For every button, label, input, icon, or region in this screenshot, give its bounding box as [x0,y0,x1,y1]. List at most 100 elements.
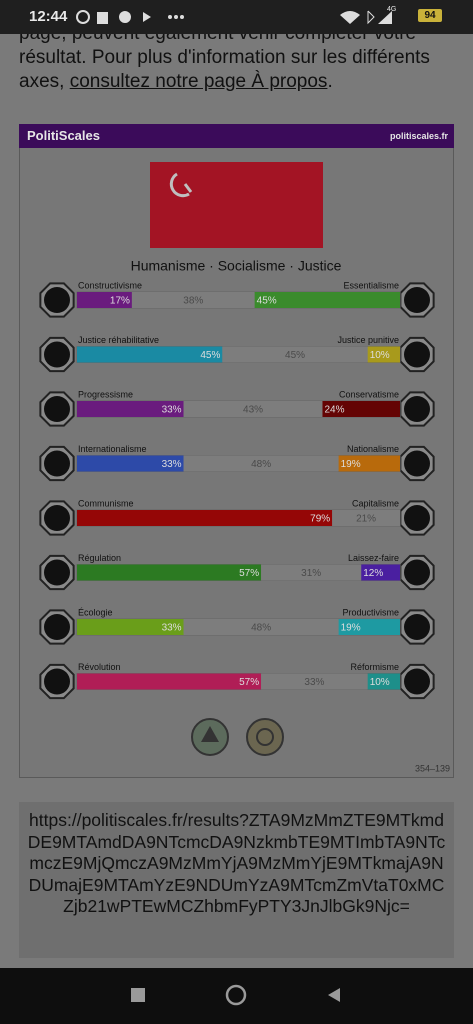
axis-segment [361,564,400,581]
axis-right-label: Nationalisme [347,444,399,454]
axis-icon-inner [404,505,430,531]
axis-icon-inner [404,341,430,368]
segment-label: 45% [285,350,305,361]
results-card: PolitiScales politiscales.fr Humanisme ·… [19,124,454,778]
axis-segment [183,401,323,417]
axis-segment [322,401,400,417]
segment-label: 57% [239,677,259,688]
result-url[interactable]: https://politiscales.fr/results?ZTA9MzMm… [19,802,454,958]
axis-right-label: Capitalisme [352,498,399,508]
axis-right-label: Justice punitive [337,335,399,345]
axis-segment [77,619,184,635]
segment-label: 45% [200,350,220,361]
navigation-bar [0,968,473,1024]
axis-icon-inner [404,287,430,313]
segment-label: 31% [301,568,321,579]
axis-left-label: Internationalisme [78,444,147,454]
badge-icon [256,728,274,746]
axis-icon-inner [404,668,430,695]
axis-left-label: Écologie [78,607,113,617]
axis-left-label: Révolution [78,662,121,672]
segment-label: 57% [239,568,259,579]
segment-label: 19% [341,623,361,634]
axis-segment [77,346,223,363]
segment-label: 48% [251,459,271,470]
axis-segment [222,346,368,363]
axis-right-label: Laissez-faire [348,553,399,563]
flag [150,162,323,248]
nav-buttons [131,984,340,1006]
segment-label: 33% [304,677,324,688]
axis-right-label: Productivisme [342,607,399,617]
axis-left-label: Régulation [78,553,121,563]
badge [246,718,284,756]
axis-icon-inner [44,450,70,477]
axis-left-label: Justice réhabilitative [78,335,159,345]
card-site: politiscales.fr [390,131,449,141]
card-title: PolitiScales [27,128,100,143]
axis-icon-inner [44,668,70,695]
segment-label: 79% [310,514,330,525]
axis-right-label: Essentialisme [343,280,399,290]
segment-label: 33% [162,459,182,470]
axis-icon-inner [44,341,70,368]
axis-icon-inner [44,505,70,531]
segment-label: 21% [356,514,376,525]
segment-label: 38% [183,296,203,307]
axis-segment [338,455,400,472]
axis-right-label: Réformisme [350,662,399,672]
status-bar: 12:44 4G 94 [0,0,473,34]
axis-icon-inner [404,614,430,640]
axis-segment [183,455,339,472]
axis-segment [367,346,400,363]
axis-icon-inner [44,396,70,422]
segment-label: 43% [243,405,263,416]
segment-label: 17% [110,296,130,307]
segment-label: 24% [324,405,344,416]
axis-segment [77,455,184,472]
network-type: 4G [387,6,397,13]
intro-end: . [327,71,333,92]
axis-icon-inner [44,287,70,313]
axis-icon-inner [404,559,430,586]
home-button[interactable] [225,984,247,1006]
back-button[interactable] [328,988,340,1002]
axis-segment [261,673,368,690]
segment-label: 48% [251,623,271,634]
badge-icon [201,726,219,742]
segment-label: 33% [162,405,182,416]
segment-label: 10% [370,350,390,361]
axis-right-label: Conservatisme [339,389,399,399]
axis-icon-inner [44,559,70,586]
clock: 12:44 [29,8,68,25]
axis-segment [367,673,400,690]
axis-segment [77,564,262,581]
axis-segment [131,292,255,308]
axis-icon-inner [404,450,430,477]
axis-left-label: Progressisme [78,389,133,399]
axis-segment [332,510,400,526]
segment-label: 45% [257,296,277,307]
axis-segment [261,564,362,581]
axis-segment [77,673,262,690]
battery: 94 [418,9,442,22]
segment-label: 12% [363,568,383,579]
axis-left-label: Constructivisme [78,280,142,290]
connectivity-icons [340,10,392,25]
recents-button[interactable] [131,988,145,1002]
axis-segment [77,401,184,417]
segment-label: 10% [370,677,390,688]
axis-segment [77,292,132,308]
slogan: Humanisme · Socialisme · Justice [131,258,342,274]
card-code: 354–139 [415,763,450,773]
segment-label: 19% [341,459,361,470]
notification-icons [76,10,184,24]
axis-segment [254,292,400,308]
axis-icon-inner [404,396,430,422]
axis-icon-inner [44,614,70,640]
about-link[interactable]: consultez notre page À propos [69,71,328,92]
flag-symbol [169,172,193,198]
segment-label: 33% [162,623,182,634]
axis-left-label: Communisme [78,498,134,508]
